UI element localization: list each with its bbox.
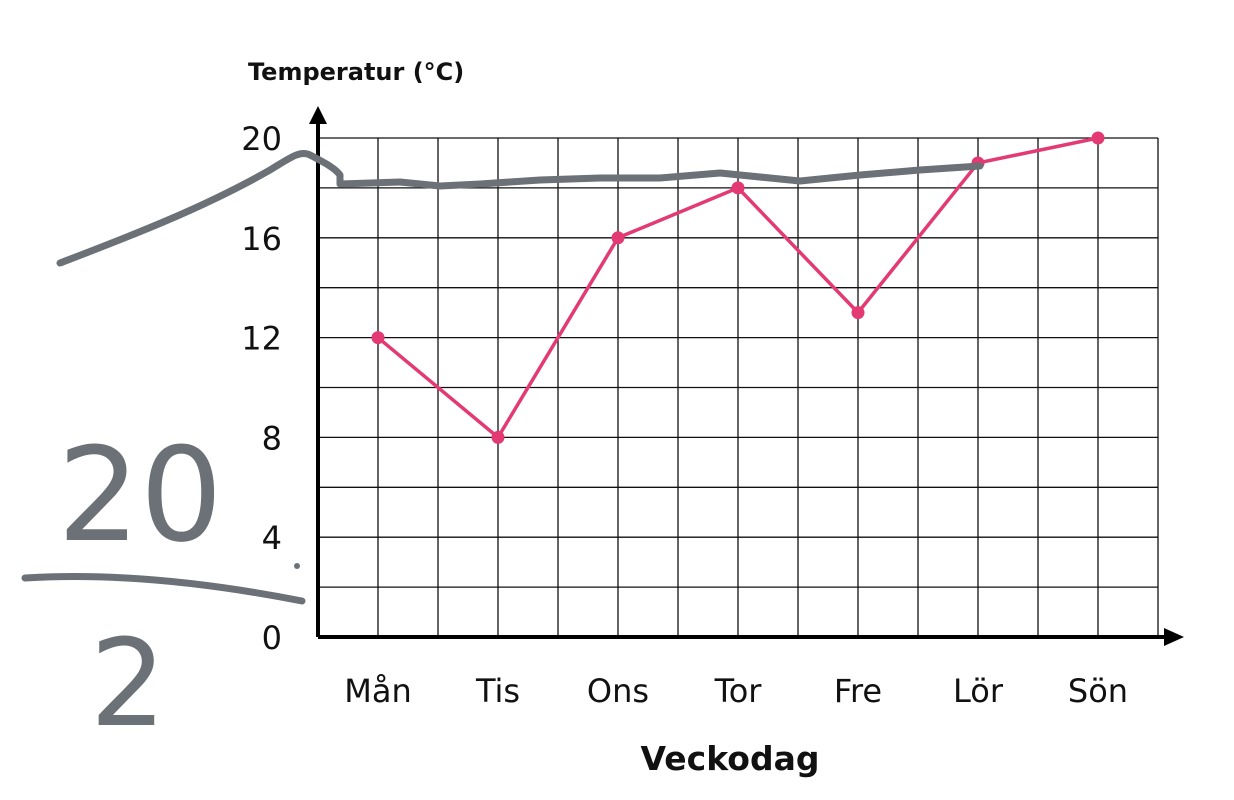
y-tick-label: 8 — [262, 419, 282, 457]
x-tick-label: Tor — [714, 672, 763, 710]
x-tick-label: Fre — [834, 672, 882, 710]
grid — [318, 137, 1159, 637]
data-point — [731, 181, 745, 195]
y-tick-label: 20 — [241, 120, 282, 158]
x-tick-labels: Mån Tis Ons Tor Fre Lör Sön — [344, 672, 1128, 710]
y-tick-labels: 0 4 8 12 16 20 — [241, 120, 282, 657]
y-axis-arrowhead — [309, 106, 327, 124]
data-point — [1091, 131, 1105, 145]
y-tick-label: 0 — [262, 619, 282, 657]
data-point — [851, 306, 865, 320]
handwritten-dot — [294, 563, 300, 569]
handwritten-scribble-line — [56, 150, 984, 267]
handwritten-fraction-bar — [21, 573, 306, 605]
handwritten-fraction-denominator: 2 — [90, 615, 166, 754]
handwritten-fraction-numerator: 20 — [57, 419, 222, 571]
data-point — [611, 231, 625, 245]
handwritten-annotations: 20 2 — [21, 150, 984, 754]
x-tick-label: Mån — [344, 672, 412, 710]
y-tick-label: 16 — [241, 220, 282, 258]
x-tick-label: Sön — [1068, 672, 1128, 710]
handwritten-fraction: 20 2 — [21, 419, 306, 754]
x-tick-label: Ons — [587, 672, 649, 710]
x-tick-label: Tis — [475, 672, 520, 710]
data-point — [371, 331, 385, 345]
x-axis-title: Veckodag — [641, 739, 820, 778]
y-axis-title: Temperatur (°C) — [248, 58, 464, 86]
y-tick-label: 12 — [241, 320, 282, 358]
x-tick-label: Lör — [953, 672, 1004, 710]
data-point — [491, 430, 505, 444]
x-axis-arrowhead — [1164, 628, 1184, 646]
y-tick-label: 4 — [262, 519, 282, 557]
